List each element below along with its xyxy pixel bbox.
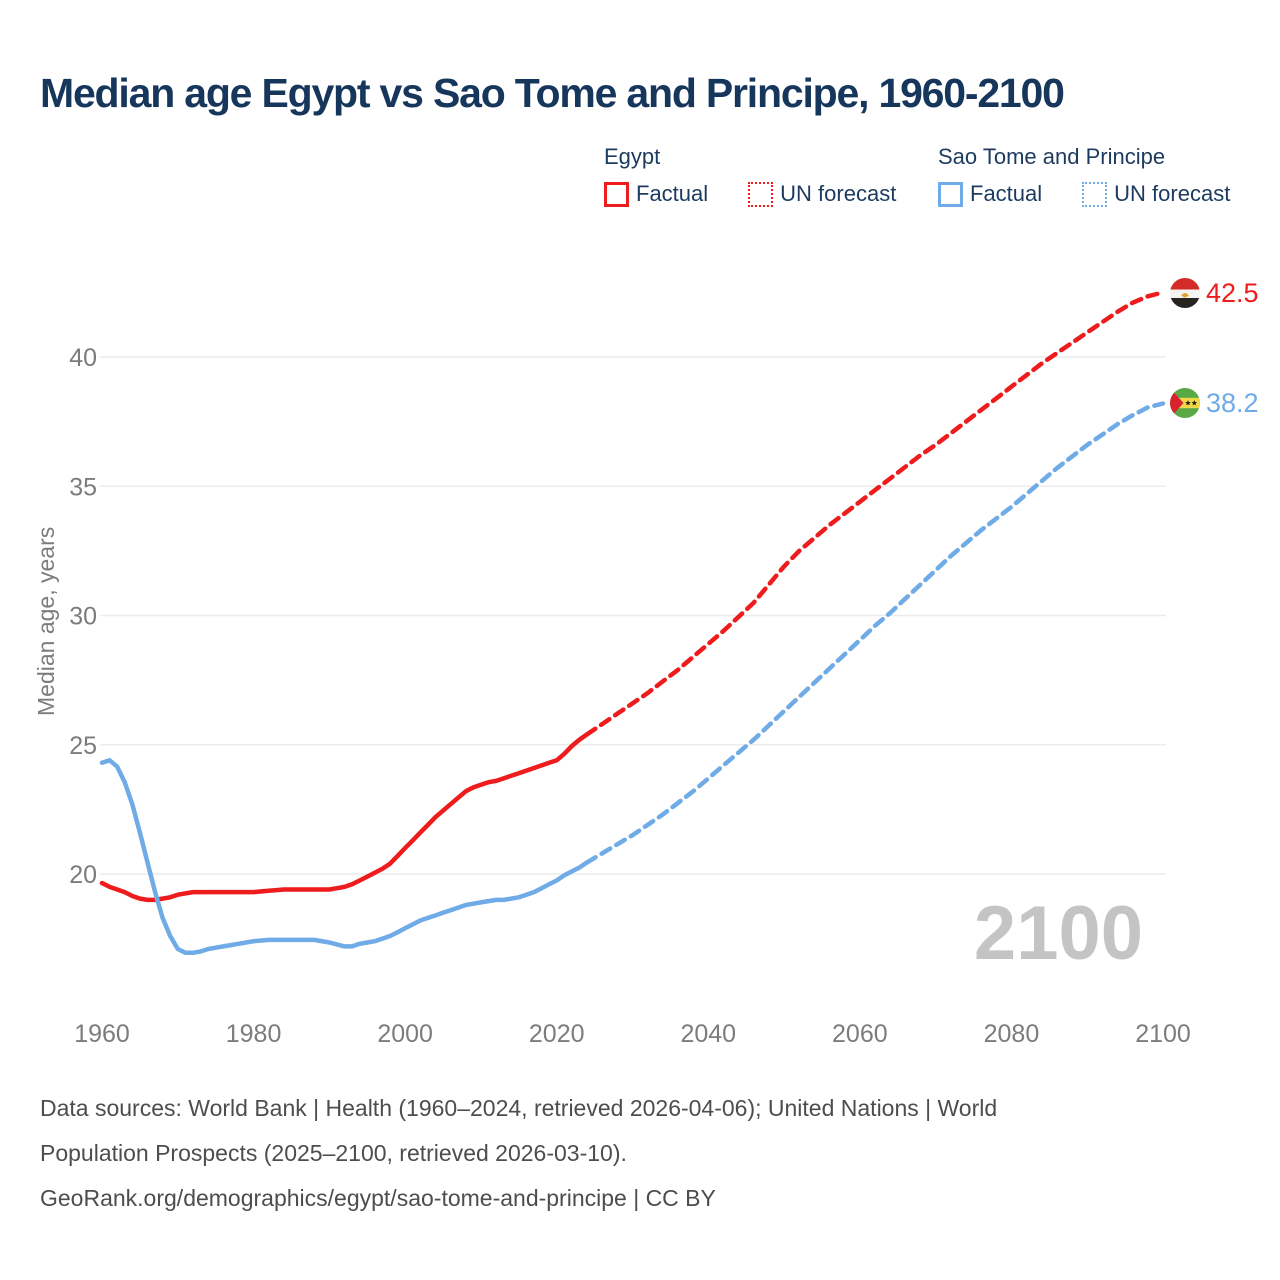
x-tick-2000: 2000	[377, 1020, 433, 1048]
footer-data-sources: Data sources: World Bank | Health (1960–…	[40, 1095, 998, 1121]
x-tick-2040: 2040	[680, 1020, 736, 1048]
legend-heading-egypt: Egypt	[604, 144, 661, 169]
legend-group-sao-tome: Sao Tome and Principe Factual UN forecas…	[938, 144, 1230, 207]
y-tick-25: 25	[69, 732, 97, 760]
y-tick-20: 20	[69, 861, 97, 889]
end-label-sao-tome: 38.2	[1170, 388, 1259, 418]
y-tick-30: 30	[69, 603, 97, 631]
legend-swatch-solid-icon	[938, 181, 963, 207]
legend-group-egypt: Egypt Factual UN forecast	[604, 144, 896, 207]
x-tick-1980: 1980	[226, 1020, 282, 1048]
x-tick-2100: 2100	[1135, 1020, 1191, 1048]
series-line-sao-tome-and-principe-un-forecast	[584, 401, 1166, 865]
x-tick-1960: 1960	[74, 1020, 130, 1048]
series-line-egypt-factual	[99, 732, 590, 903]
series-line-egypt-un-forecast	[584, 290, 1166, 737]
y-tick-35: 35	[69, 473, 97, 501]
x-tick-2020: 2020	[529, 1020, 585, 1048]
page-title: Median age Egypt vs Sao Tome and Princip…	[40, 70, 1065, 116]
sao-tome-flag-icon	[1170, 388, 1200, 418]
legend-item-factual: Factual	[636, 181, 709, 206]
legend-heading-sao-tome: Sao Tome and Principe	[938, 144, 1166, 169]
egypt-flag-icon	[1170, 278, 1200, 308]
end-value-egypt: 42.5	[1206, 278, 1259, 308]
footer-data-sources-2: Population Prospects (2025–2100, retriev…	[40, 1140, 627, 1166]
watermark-year: 2100	[973, 891, 1143, 976]
x-tick-2080: 2080	[984, 1020, 1040, 1048]
legend-swatch-dashed-icon	[1082, 181, 1108, 207]
legend-swatch-dashed-icon	[748, 181, 774, 207]
legend-item-un-forecast: UN forecast	[780, 181, 897, 206]
legend-item-factual: Factual	[970, 181, 1043, 206]
end-value-sao-tome: 38.2	[1206, 388, 1259, 418]
footer-attribution: GeoRank.org/demographics/egypt/sao-tome-…	[40, 1185, 716, 1211]
end-label-egypt: 42.5	[1170, 278, 1259, 308]
legend-row-sao-tome: Factual UN forecast	[938, 181, 1230, 207]
legend-row-egypt: Factual UN forecast	[604, 181, 896, 207]
legend-item-un-forecast: UN forecast	[1114, 181, 1231, 206]
y-tick-40: 40	[69, 344, 97, 372]
x-tick-2060: 2060	[832, 1020, 888, 1048]
footer: Data sources: World Bank | Health (1960–…	[40, 1086, 1200, 1221]
legend-swatch-solid-icon	[604, 181, 629, 207]
series-line-sao-tome-and-principe-factual	[99, 758, 590, 956]
